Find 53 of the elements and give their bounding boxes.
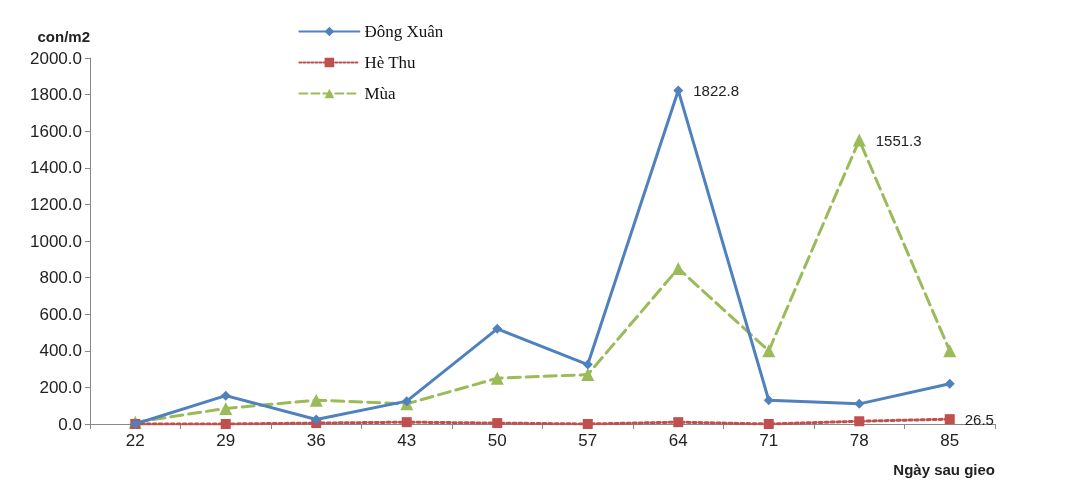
point [854, 416, 865, 427]
x-tick-label: 29 [216, 431, 236, 450]
point [582, 419, 593, 429]
point [581, 368, 595, 382]
x-tick-label: 22 [125, 431, 145, 450]
y-tick-label: 1000.0 [30, 231, 82, 251]
y-tick-label: 800.0 [39, 268, 82, 288]
point [671, 261, 685, 275]
x-tick-label: 78 [849, 431, 869, 450]
point [401, 396, 412, 407]
point [762, 344, 776, 358]
x-tick-label: 85 [940, 431, 960, 450]
point [492, 323, 503, 334]
legend-label: Hè Thu [364, 53, 417, 72]
point [852, 133, 866, 147]
point [401, 417, 412, 428]
y-tick-label: 200.0 [39, 377, 82, 397]
data-label: 1551.3 [875, 131, 922, 149]
y-tick-label: 1400.0 [30, 158, 82, 178]
point [219, 401, 233, 415]
point [944, 378, 955, 389]
legend-label: Đông Xuân [364, 22, 444, 41]
point [763, 395, 774, 406]
point [854, 398, 865, 409]
data-label: 26.5 [964, 410, 994, 428]
y-tick-label: 1600.0 [30, 121, 82, 141]
point [311, 414, 322, 425]
point [763, 419, 774, 429]
x-tick-label: 57 [578, 431, 598, 450]
x-tick-label: 50 [487, 431, 507, 450]
point [582, 359, 593, 370]
y-tick-label: 1800.0 [30, 85, 82, 105]
x-tick-label: 64 [668, 431, 688, 450]
y-tick-label: 600.0 [39, 304, 82, 324]
point [492, 418, 503, 429]
y-tick-label: 0.0 [58, 414, 82, 434]
point [490, 371, 504, 385]
point [673, 417, 684, 428]
x-tick-label: 36 [306, 431, 326, 450]
point [943, 344, 957, 358]
point [220, 390, 231, 401]
x-tick-label: 71 [759, 431, 779, 450]
y-tick-label: 1200.0 [30, 194, 82, 214]
y-tick-label: 400.0 [39, 341, 82, 361]
legend-label: Mùa [364, 84, 397, 103]
data-label: 1822.8 [693, 81, 740, 99]
point [944, 414, 955, 425]
point [220, 419, 231, 429]
x-axis-title: Ngày sau gieo [893, 461, 995, 478]
x-tick-label: 43 [397, 431, 417, 450]
y-axis-title: con/m2 [37, 28, 90, 45]
y-tick-label: 2000.0 [30, 48, 82, 68]
point [309, 393, 323, 407]
